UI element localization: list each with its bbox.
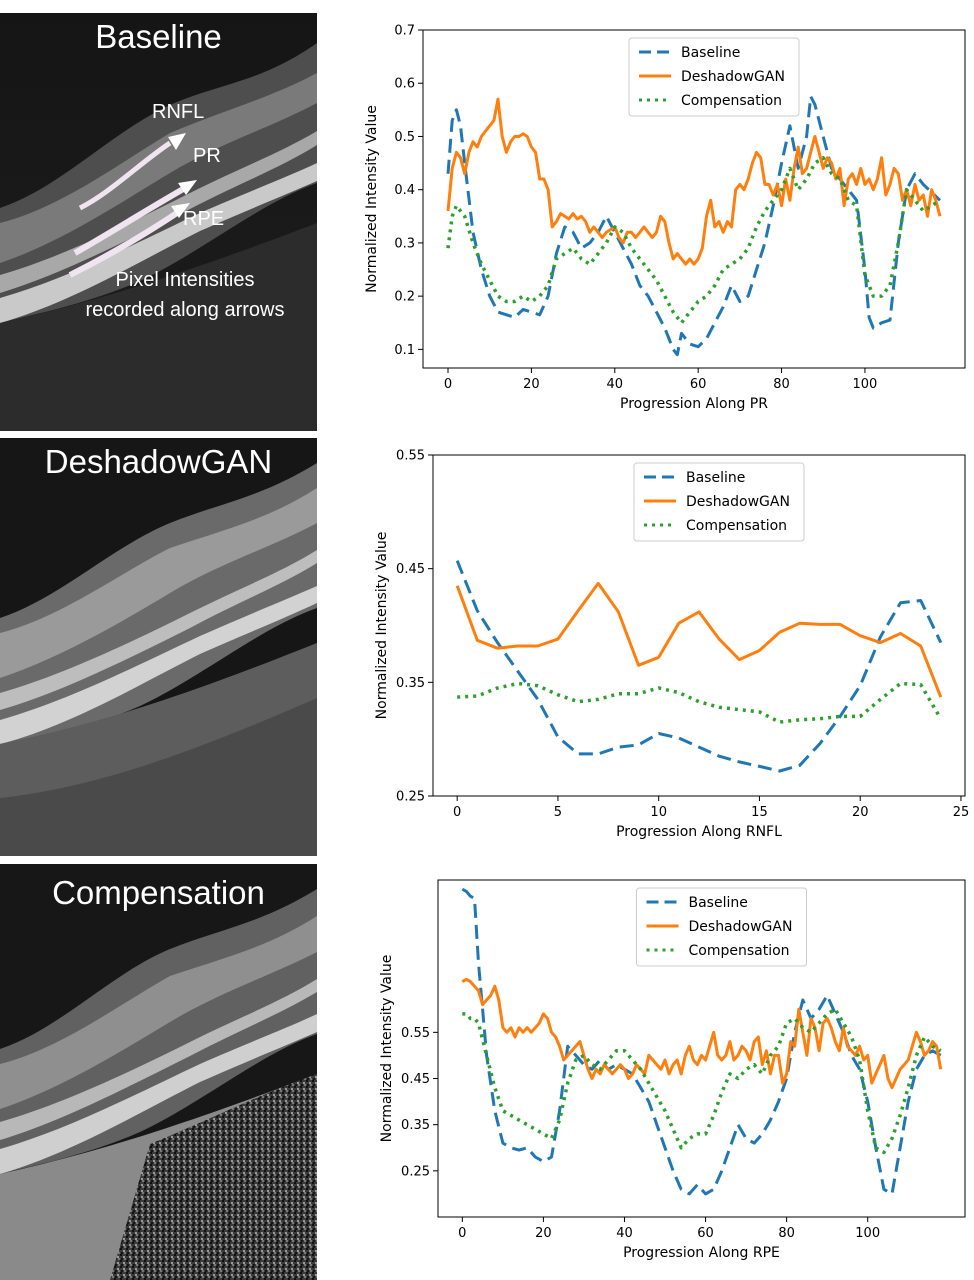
plot-frame <box>422 29 966 369</box>
oct-panel-deshadowgan: DeshadowGAN <box>0 438 317 856</box>
chart-rnfl: 0 5 10 15 20 25 0.25 0.35 0.45 0.55 Progression Al… <box>374 449 970 841</box>
legend-label-baseline: Baseline <box>681 45 740 61</box>
legend-label-deshadowgan: DeshadowGAN <box>689 919 793 935</box>
x-tick-label: 80 <box>773 377 790 392</box>
x-tick-label: 60 <box>690 377 707 392</box>
x-tick-label: 100 <box>855 1226 880 1241</box>
x-tick-label: 40 <box>607 377 624 392</box>
oct-scan-image-compensation <box>0 864 317 1280</box>
y-tick-label: 0.7 <box>394 24 415 39</box>
y-axis-label: Normalized Intensity Value <box>374 532 390 720</box>
legend-box <box>636 887 807 967</box>
y-tick-label: 0.25 <box>401 1164 430 1179</box>
series-line-deshadowgan <box>446 97 942 266</box>
oct-panel-compensation: Compensation <box>0 864 317 1280</box>
x-tick-label: 60 <box>697 1226 714 1241</box>
x-tick-label: 20 <box>535 1226 552 1241</box>
legend-box <box>633 462 805 542</box>
x-tick-label: 0 <box>444 377 452 392</box>
legend-label-deshadowgan: DeshadowGAN <box>686 494 790 510</box>
legend-label-compensation: Compensation <box>689 943 790 959</box>
x-tick-label: 20 <box>523 377 540 392</box>
y-tick-label: 0.55 <box>396 449 425 464</box>
x-axis-label: Progression Along RPE <box>623 1245 780 1261</box>
y-tick-label: 0.45 <box>401 1072 430 1087</box>
panel-title-deshadowgan: DeshadowGAN <box>44 443 273 480</box>
series-line-compensation <box>462 1007 942 1155</box>
x-tick-label: 0 <box>453 805 461 820</box>
x-tick-label: 40 <box>616 1226 633 1241</box>
legend-label-compensation: Compensation <box>686 518 787 534</box>
series-line-baseline <box>446 95 942 357</box>
oct-scan-image-deshadowgan <box>0 438 317 856</box>
x-axis-label: Progression Along RNFL <box>616 824 782 840</box>
legend-label-baseline: Baseline <box>686 470 745 486</box>
y-tick-label: 0.25 <box>396 790 425 805</box>
annotation-rpe: RPE <box>183 208 225 230</box>
legend-label-compensation: Compensation <box>681 93 782 109</box>
y-tick-label: 0.1 <box>394 343 415 358</box>
chart-rpe: 0 20 40 60 80 100 0.25 0.35 0.45 0.55 Progression … <box>379 879 966 1261</box>
chart-pr: 0 20 40 60 80 100 0.1 0.2 0.3 0.4 0.5 0.6 0.7 Progres… <box>364 24 966 412</box>
y-tick-label: 0.45 <box>396 562 425 577</box>
legend-box <box>628 37 800 117</box>
y-axis-label: Normalized Intensity Value <box>364 105 380 293</box>
y-tick-label: 0.35 <box>401 1118 430 1133</box>
series-line-deshadowgan <box>461 977 943 1090</box>
series-line-deshadowgan <box>455 581 943 698</box>
oct-panel-baseline: Baseline RNFL PR RPE Pixel Intensities r… <box>0 13 317 431</box>
x-axis-label: Progression Along PR <box>620 396 768 412</box>
y-tick-label: 0.5 <box>394 130 415 145</box>
annotation-rnfl: RNFL <box>152 101 205 123</box>
x-tick-label: 20 <box>852 805 869 820</box>
x-tick-label: 15 <box>751 805 768 820</box>
panel-title-baseline: Baseline <box>95 18 222 55</box>
legend-label-baseline: Baseline <box>689 895 748 911</box>
annotation-caption-line1: Pixel Intensities <box>115 269 255 291</box>
x-tick-label: 80 <box>778 1226 795 1241</box>
y-tick-label: 0.35 <box>396 676 425 691</box>
annotation-pr: PR <box>193 145 221 167</box>
x-tick-label: 0 <box>458 1226 466 1241</box>
oct-scan-image-baseline <box>0 13 317 431</box>
plot-frame <box>432 454 966 797</box>
y-axis-label: Normalized Intensity Value <box>379 955 395 1143</box>
y-tick-label: 0.4 <box>394 183 415 198</box>
x-tick-label: 100 <box>853 377 878 392</box>
series-line-baseline <box>455 560 943 773</box>
x-tick-label: 10 <box>650 805 667 820</box>
y-tick-label: 0.3 <box>394 236 415 251</box>
series-line-compensation <box>457 681 943 724</box>
series-line-baseline <box>461 887 942 1196</box>
x-tick-label: 5 <box>554 805 562 820</box>
x-tick-label: 25 <box>953 805 970 820</box>
y-tick-label: 0.2 <box>394 290 415 305</box>
y-tick-label: 0.6 <box>394 77 415 92</box>
y-tick-label: 0.55 <box>401 1026 430 1041</box>
panel-title-compensation: Compensation <box>52 874 265 911</box>
annotation-caption-line2: recorded along arrows <box>85 299 285 321</box>
plot-frame <box>437 879 966 1218</box>
legend-label-deshadowgan: DeshadowGAN <box>681 69 785 85</box>
